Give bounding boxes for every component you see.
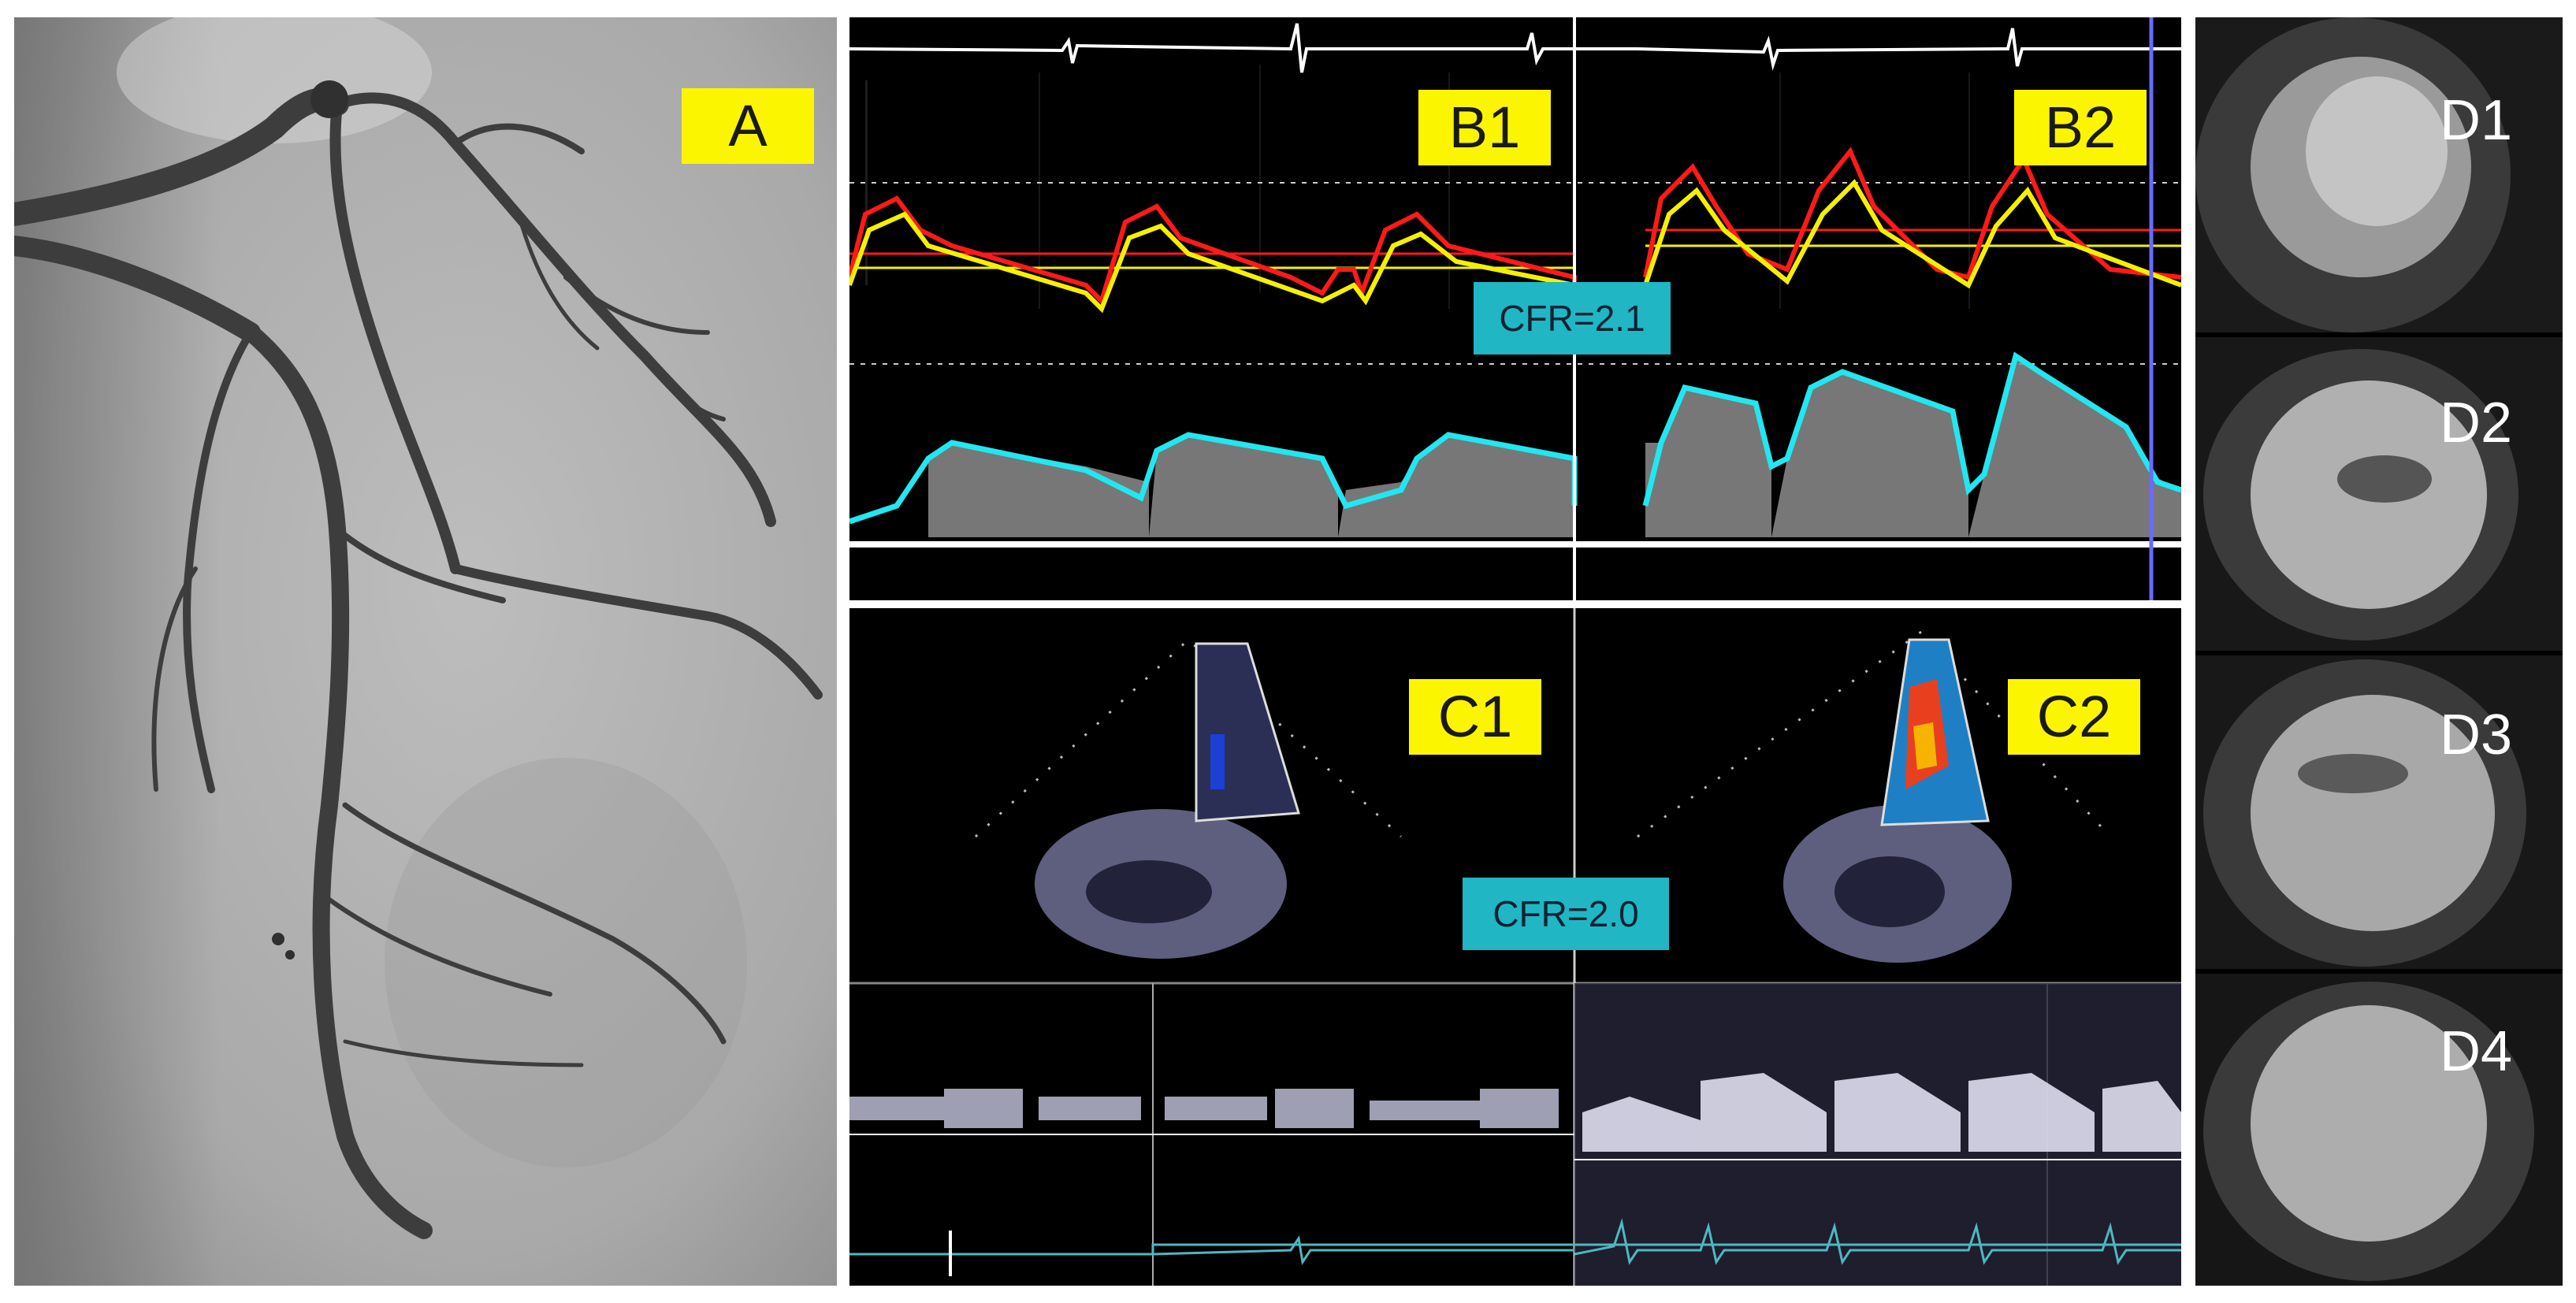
panel-label-d2: D2 [2440,392,2513,455]
mri-slice-2-image [2195,337,2563,651]
panel-label-c2: C2 [2008,679,2140,755]
panel-label-d1: D1 [2440,89,2513,152]
mri-slice-3-image [2195,655,2563,969]
mri-slice-2: D2 [2195,337,2563,651]
pressure-flow-panel: B1 B2 CFR=2.1 [849,17,2181,600]
mri-slice-4-image [2195,974,2563,1286]
panel-label-d4: D4 [2440,1020,2513,1083]
mri-slice-4: D4 [2195,974,2563,1286]
cfr-value-c: CFR=2.0 [1463,878,1669,950]
panel-label-d3: D3 [2440,703,2513,767]
angiogram-panel: A [14,17,837,1286]
panel-label-b2: B2 [2014,90,2147,165]
echo-doppler-panel: C1 C2 CFR=2.0 [849,608,2181,1286]
mri-panel: D1 D2 D3 D4 [2195,17,2563,1286]
angiogram-image [14,17,837,1286]
mri-slice-1: D1 [2195,17,2563,332]
mri-slice-1-image [2195,17,2563,332]
mri-slice-3: D3 [2195,655,2563,969]
panel-label-a: A [682,88,814,164]
panel-label-b1: B1 [1418,90,1551,165]
panel-label-c1: C1 [1409,679,1541,755]
cfr-value-b: CFR=2.1 [1474,282,1671,355]
